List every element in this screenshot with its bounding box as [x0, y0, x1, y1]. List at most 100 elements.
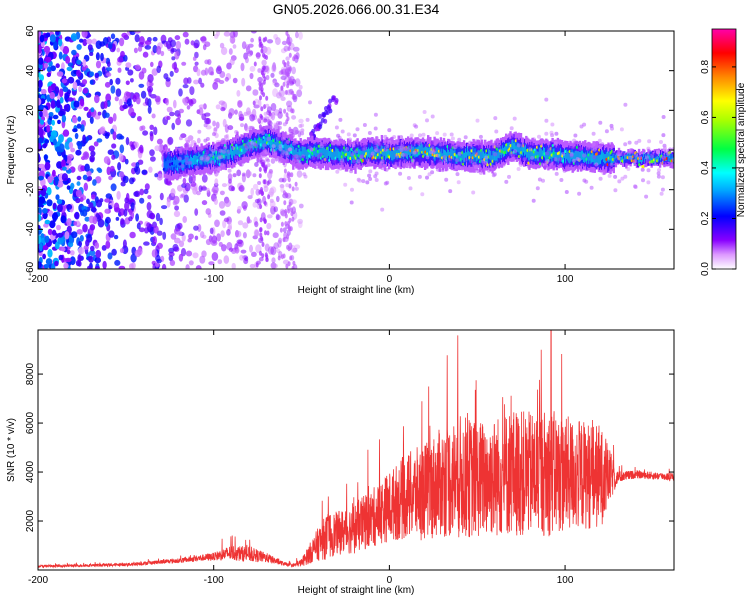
noise-cell [153, 225, 159, 234]
halo-cell [198, 147, 203, 152]
halo-cell [387, 128, 392, 133]
noise-cell [130, 144, 135, 151]
noise-cell [81, 79, 88, 85]
noise-cell [119, 37, 125, 47]
noise-cell [162, 231, 167, 240]
noise-cell [53, 138, 57, 146]
noise-cell [44, 139, 50, 144]
noise-cell [282, 227, 287, 233]
halo-cell [637, 138, 642, 143]
halo-cell [278, 147, 283, 152]
streak-cell [266, 230, 270, 236]
noise-cell [184, 38, 190, 45]
noise-cell [271, 257, 276, 264]
halo-cell [380, 166, 385, 171]
halo-cell [292, 141, 297, 146]
streak-cell [286, 116, 290, 122]
halo-cell [205, 157, 209, 162]
halo-cell [463, 157, 468, 162]
noise-cell [38, 87, 42, 92]
noise-cell [125, 137, 130, 146]
noise-cell [71, 49, 77, 56]
halo-cell [209, 153, 214, 158]
noise-cell [43, 108, 48, 117]
noise-cell [170, 48, 177, 53]
halo-cell [236, 140, 241, 145]
halo-cell [429, 141, 434, 146]
y-tick-label: -20 [25, 182, 36, 197]
halo-cell [601, 171, 606, 176]
noise-cell [151, 249, 158, 258]
noise-cell [52, 202, 57, 210]
noise-cell [134, 249, 141, 258]
halo-cell [398, 171, 403, 176]
noise-cell [202, 44, 207, 51]
streak-cell [252, 100, 256, 106]
halo-cell [425, 143, 429, 148]
noise-cell [235, 230, 242, 238]
noise-cell [140, 90, 147, 99]
noise-cell [165, 181, 173, 186]
noise-cell [94, 265, 100, 269]
noise-cell [94, 114, 101, 120]
streak-cell [283, 62, 287, 68]
streak-cell [280, 69, 284, 75]
halo-cell [255, 152, 260, 157]
streak-cell [285, 72, 289, 78]
noise-cell [108, 230, 115, 238]
noise-cell [280, 96, 286, 101]
streak-cell [290, 108, 294, 114]
noise-cell [152, 36, 158, 42]
noise-cell [130, 78, 134, 83]
noise-cell [113, 202, 120, 212]
noise-cell [242, 232, 247, 239]
noise-cell [67, 177, 71, 184]
noise-cell [228, 247, 234, 252]
halo-cell [311, 156, 316, 160]
noise-cell [159, 192, 164, 201]
noise-cell [178, 253, 184, 262]
noise-cell [147, 74, 154, 83]
halo-cell [351, 159, 356, 164]
halo-cell [531, 198, 536, 203]
streak-cell [288, 66, 292, 72]
noise-cell [138, 83, 145, 88]
halo-cell [188, 171, 193, 176]
noise-cell [122, 239, 127, 249]
noise-cell [38, 128, 44, 137]
noise-cell [104, 81, 111, 88]
halo-cell [368, 177, 373, 181]
noise-cell [245, 44, 250, 51]
noise-cell [165, 77, 171, 82]
noise-cell [55, 194, 60, 201]
noise-cell [240, 62, 245, 72]
halo-cell [235, 134, 240, 139]
noise-cell [196, 68, 201, 77]
halo-cell [192, 174, 197, 179]
streak-cell [286, 83, 290, 89]
branch-cell [332, 95, 337, 101]
noise-cell [176, 230, 183, 236]
noise-cell [279, 208, 285, 215]
noise-cell [228, 108, 235, 116]
streak-cell [259, 250, 262, 256]
noise-cell [234, 109, 238, 115]
noise-cell [185, 119, 193, 127]
halo-cell [474, 165, 478, 170]
halo-cell [370, 151, 375, 156]
noise-cell [275, 37, 281, 46]
noise-cell [159, 217, 163, 226]
noise-cell [94, 72, 100, 79]
halo-cell [252, 173, 257, 178]
halo-cell [628, 148, 633, 152]
noise-cell [294, 244, 301, 250]
noise-cell [216, 65, 222, 72]
snr-xlabel: Height of straight line (km) [298, 585, 415, 596]
halo-cell [343, 182, 348, 187]
noise-cell [275, 214, 281, 220]
halo-cell [422, 110, 427, 114]
noise-cell [149, 132, 154, 142]
noise-cell [44, 219, 51, 225]
noise-cell [221, 183, 228, 188]
noise-cell [76, 181, 81, 186]
